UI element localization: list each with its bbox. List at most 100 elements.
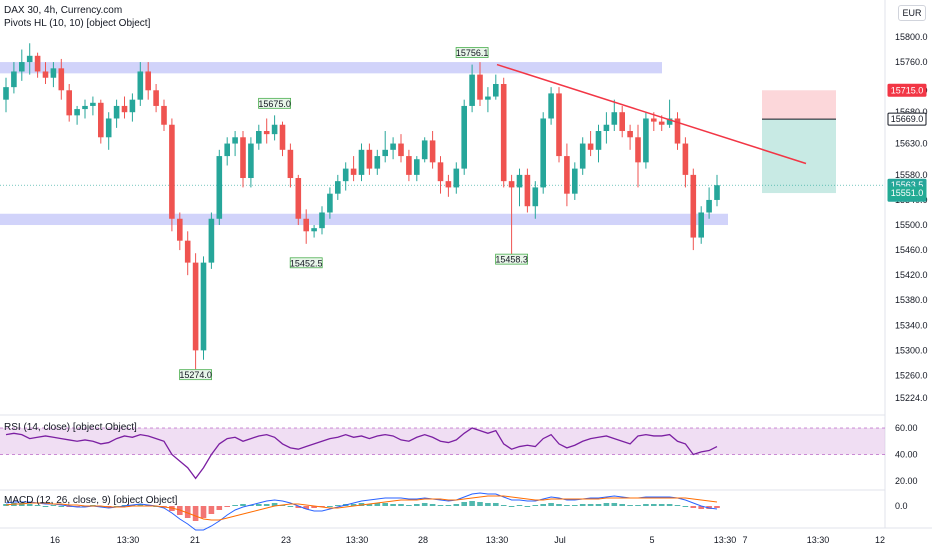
macd-histogram-bar [240, 504, 246, 506]
candle-body [279, 124, 286, 150]
candle-body [11, 71, 17, 88]
candle-body [319, 212, 325, 229]
candle-body [192, 262, 199, 351]
candle-body [524, 174, 531, 207]
candle-body [248, 143, 254, 179]
candle-body [42, 71, 49, 78]
candle-body [216, 156, 223, 219]
candle-body [90, 102, 96, 106]
macd-indicator-label[interactable]: MACD (12, 26, close, 9) [object Object] [4, 495, 178, 506]
macd-histogram-bar [595, 504, 602, 506]
macd-histogram-bar [611, 503, 618, 506]
zone-support [0, 213, 728, 226]
candle-body [240, 137, 246, 179]
price-tag-bg [887, 186, 927, 200]
candle-body [579, 143, 586, 169]
macd-histogram-bar [216, 506, 223, 510]
price-tick-label: 15760.0 [895, 57, 928, 67]
candle-body [595, 131, 602, 150]
price-tag-bg [887, 83, 927, 97]
macd-histogram-bar [295, 506, 302, 508]
candle-body [58, 68, 65, 91]
macd-histogram-bar [445, 505, 452, 506]
price-tick-label: 15260.0 [895, 370, 928, 380]
pivot-label: 15458.3 [495, 253, 529, 265]
candle-body [145, 71, 151, 91]
time-tick-label: 12 [875, 535, 885, 545]
macd-histogram-bar [271, 503, 278, 506]
price-tag-value: 15563.5 [891, 180, 924, 190]
candle-body [635, 137, 641, 163]
candle-body [177, 218, 183, 241]
candle-body [627, 131, 633, 138]
macd-histogram-bar [548, 503, 554, 506]
macd-histogram-bar [579, 504, 586, 506]
candle-body [540, 118, 546, 188]
price-tick-label: 15300.0 [895, 345, 928, 355]
currency-button[interactable]: EUR [898, 5, 926, 21]
candle-body [66, 90, 72, 116]
macd-histogram-bar [658, 504, 665, 506]
price-tick-label: 15460.0 [895, 245, 928, 255]
candle-body [603, 124, 610, 132]
macd-histogram-bar [200, 506, 207, 518]
time-tick-label: 5 [649, 535, 654, 545]
pivot-label: 15274.0 [179, 369, 213, 380]
candle-body [26, 55, 33, 63]
candle-body [82, 105, 88, 110]
macd-histogram-bar [232, 505, 238, 506]
candle-body [690, 174, 697, 238]
macd-histogram-bar [263, 504, 270, 506]
macd-histogram-bar [493, 503, 499, 506]
macd-histogram-bar [666, 504, 673, 506]
macd-line [5, 492, 718, 531]
candle-body [263, 131, 270, 135]
macd-histogram-bar [26, 504, 33, 506]
macd-histogram-bar [603, 503, 610, 506]
candle-body [421, 140, 428, 160]
price-tick-label: 15420.0 [895, 270, 928, 280]
candle-body [350, 168, 357, 175]
macd-histogram-bar [635, 505, 641, 506]
macd-histogram-bar [256, 504, 262, 506]
candle-body [129, 99, 136, 113]
macd-histogram-bar [619, 504, 625, 506]
candle-body [493, 84, 499, 97]
candle-body [327, 193, 333, 213]
candle-body [74, 109, 80, 116]
pivot-label: 15452.5 [289, 257, 323, 268]
candle-body [485, 96, 491, 100]
price-tick-label: 15500.0 [895, 220, 928, 230]
candle-body [682, 143, 689, 175]
candle-body [224, 143, 230, 157]
price-tick-label: 15800.0 [895, 32, 928, 42]
candle-body [208, 218, 215, 263]
macd-histogram-bar [651, 504, 657, 506]
candle-body [666, 118, 673, 125]
candle-body [398, 143, 404, 157]
price-tick-label: 15580.0 [895, 170, 928, 180]
macd-histogram-bar [532, 505, 539, 506]
macd-histogram-bar [690, 506, 697, 508]
candle-body [295, 178, 302, 219]
time-tick-label: 28 [418, 535, 428, 545]
candle-body [500, 84, 507, 182]
price-tick-label: 15340.0 [895, 320, 928, 330]
candle-body [105, 118, 112, 138]
candle-body [382, 149, 388, 157]
price-tick-label: 15630.0 [895, 139, 928, 149]
pivots-indicator-label[interactable]: Pivots HL (10, 10) [object Object] [4, 18, 151, 29]
macd-histogram-bar [327, 506, 333, 507]
pivot-box [455, 47, 489, 58]
price-tick-label: 15380.0 [895, 295, 928, 305]
candle-body [19, 62, 25, 72]
candle-body [587, 143, 594, 150]
macd-histogram-bar [350, 504, 357, 506]
candle-body [406, 156, 412, 175]
candle-body [548, 93, 554, 119]
candle-body [256, 131, 262, 144]
candle-body [34, 55, 41, 72]
rsi-indicator-label[interactable]: RSI (14, close) [object Object] [4, 422, 137, 433]
candle-body [651, 118, 657, 122]
